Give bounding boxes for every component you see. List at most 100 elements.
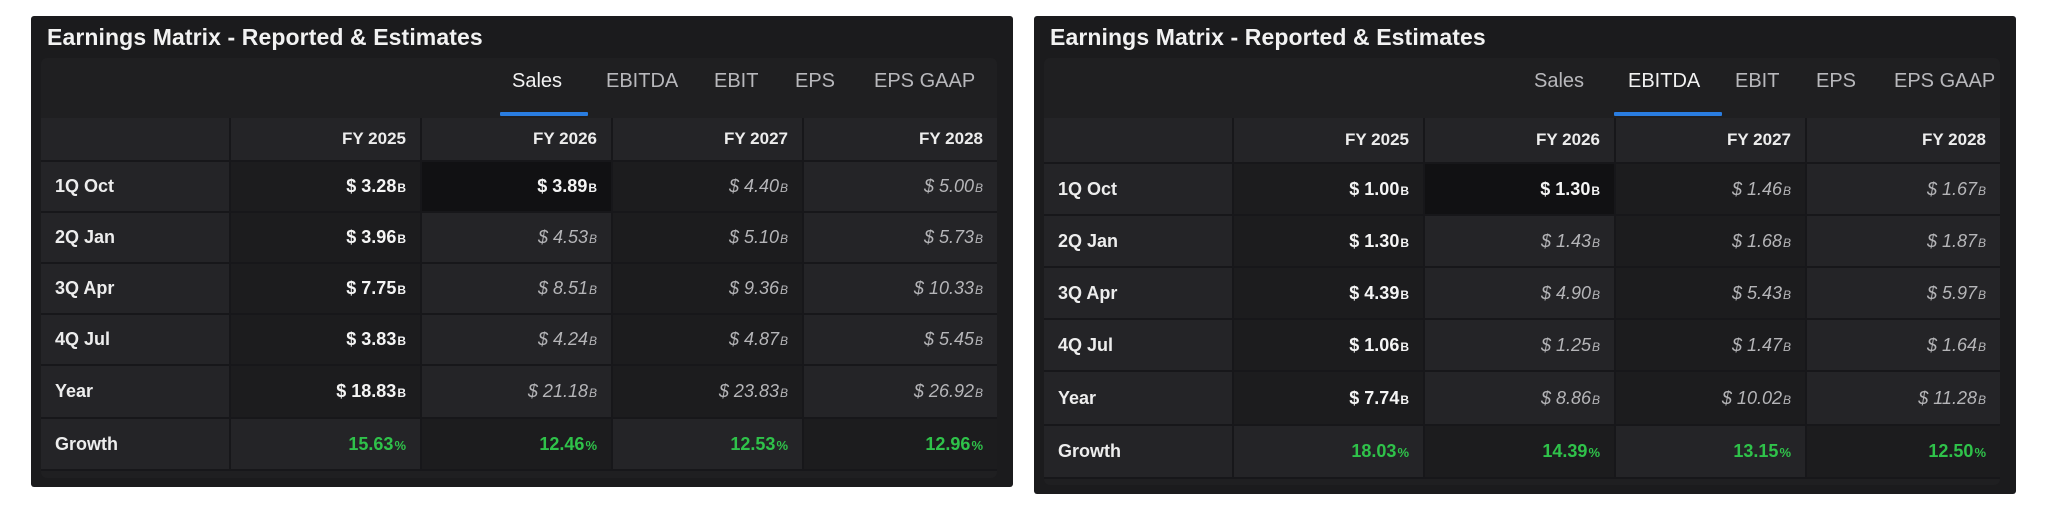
row-label: 3Q Apr	[41, 264, 231, 315]
value-cell: 12.96%	[804, 419, 997, 471]
value-text: $ 10.33	[913, 278, 974, 298]
table-row: 2Q Jan $ 1.30B $ 1.43B $ 1.68B $ 1.87B	[1044, 216, 2000, 268]
unit-suffix: B	[1977, 287, 1986, 302]
value-cell: 15.63%	[231, 419, 422, 471]
earnings-table: FY 2025 FY 2026 FY 2027 FY 2028 1Q Oct $ 1.00…	[1044, 118, 2000, 479]
unit-suffix: B	[588, 232, 597, 246]
unit-suffix: B	[974, 232, 983, 246]
tab-eps-gaap[interactable]: EPS GAAP	[1894, 70, 1996, 92]
column-header: FY 2026	[422, 118, 613, 162]
row-label: Year	[1044, 372, 1234, 426]
unit-suffix: %	[776, 437, 788, 453]
value-text: $ 3.89	[537, 176, 588, 196]
value-text: $ 26.92	[913, 381, 974, 401]
value-text: 13.15	[1733, 441, 1779, 461]
column-header: FY 2028	[1807, 118, 2000, 164]
value-text: $ 1.87	[1926, 230, 1977, 251]
value-text: $ 11.28	[1918, 387, 1977, 408]
value-cell: $ 1.47B	[1616, 320, 1807, 372]
unit-suffix: B	[779, 283, 788, 297]
value-cell: $ 1.67B	[1807, 164, 2000, 216]
value-cell: $ 10.33B	[804, 264, 997, 315]
value-cell: $ 3.89B	[422, 162, 613, 213]
value-text: $ 1.43	[1540, 230, 1591, 251]
row-label: Growth	[1044, 426, 1234, 479]
value-text: $ 1.64	[1926, 334, 1977, 355]
tab-eps[interactable]: EPS	[795, 70, 836, 92]
tab-sales[interactable]: Sales	[512, 70, 563, 92]
value-text: 12.46	[539, 433, 585, 454]
unit-suffix: B	[1591, 392, 1600, 407]
unit-suffix: B	[588, 181, 597, 195]
row-label: 1Q Oct	[1044, 164, 1234, 216]
value-text: $ 23.83	[718, 381, 779, 401]
tab-ebit[interactable]: EBIT	[714, 70, 759, 92]
unit-suffix: B	[588, 386, 597, 400]
row-label: 2Q Jan	[1044, 216, 1234, 268]
value-cell: $ 1.46B	[1616, 164, 1807, 216]
value-text: 18.03	[1351, 441, 1397, 461]
value-cell: $ 3.28B	[231, 162, 422, 213]
value-cell: $ 4.90B	[1425, 268, 1616, 320]
table-row: Growth 18.03% 14.39% 13.15% 12.50%	[1044, 426, 2000, 479]
earnings-table: FY 2025 FY 2026 FY 2027 FY 2028 1Q Oct $ 3.28…	[41, 118, 997, 471]
row-label: Year	[41, 366, 231, 419]
tab-eps-gaap[interactable]: EPS GAAP	[874, 70, 976, 92]
table-row: Year $ 7.74B $ 8.86B $ 10.02B $ 11.28B	[1044, 372, 2000, 426]
value-cell: $ 7.75B	[231, 264, 422, 315]
value-cell: $ 5.10B	[613, 213, 804, 264]
value-text: 14.39	[1542, 441, 1588, 461]
metric-tabs: Sales EBITDA EBIT EPS EPS GAAP	[41, 58, 997, 118]
corner-cell	[41, 118, 231, 162]
table-row: 4Q Jul $ 3.83B $ 4.24B $ 4.87B $ 5.45B	[41, 315, 997, 366]
value-text: $ 5.10	[728, 227, 779, 247]
value-cell: $ 3.96B	[231, 213, 422, 264]
value-text: $ 8.86	[1540, 387, 1591, 408]
unit-suffix: B	[1591, 183, 1600, 198]
unit-suffix: B	[397, 334, 406, 348]
tab-eps[interactable]: EPS	[1816, 70, 1857, 92]
value-text: 12.53	[730, 433, 776, 454]
row-label: 2Q Jan	[41, 213, 231, 264]
tab-ebitda[interactable]: EBITDA	[1628, 70, 1701, 92]
value-text: $ 21.18	[527, 381, 588, 401]
value-cell: $ 4.40B	[613, 162, 804, 213]
column-header: FY 2025	[231, 118, 422, 162]
value-cell: $ 8.86B	[1425, 372, 1616, 426]
value-text: $ 5.73	[923, 227, 974, 247]
value-cell: 12.46%	[422, 419, 613, 471]
value-text: $ 5.45	[923, 329, 974, 349]
value-text: $ 4.53	[537, 227, 588, 247]
value-cell: $ 23.83B	[613, 366, 804, 419]
value-cell: $ 11.28B	[1807, 372, 2000, 426]
value-cell: $ 21.18B	[422, 366, 613, 419]
value-cell: $ 5.73B	[804, 213, 997, 264]
value-cell: 12.50%	[1807, 426, 2000, 479]
value-cell: $ 5.43B	[1616, 268, 1807, 320]
tab-ebitda[interactable]: EBITDA	[606, 70, 679, 92]
unit-suffix: B	[1591, 287, 1600, 302]
unit-suffix: B	[1977, 392, 1986, 407]
value-text: $ 7.75	[346, 278, 397, 298]
tab-ebit[interactable]: EBIT	[1735, 70, 1780, 92]
column-header: FY 2026	[1425, 118, 1616, 164]
metric-tabs: Sales EBITDA EBIT EPS EPS GAAP	[1044, 58, 2000, 118]
unit-suffix: B	[974, 283, 983, 297]
table-row: 2Q Jan $ 3.96B $ 4.53B $ 5.10B $ 5.73B	[41, 213, 997, 264]
unit-suffix: %	[1397, 445, 1409, 460]
value-text: 12.50	[1928, 441, 1974, 461]
unit-suffix: %	[971, 437, 983, 453]
unit-suffix: B	[779, 386, 788, 400]
value-text: $ 1.46	[1731, 178, 1782, 199]
value-cell: $ 1.68B	[1616, 216, 1807, 268]
table-row: Growth 15.63% 12.46% 12.53% 12.96%	[41, 419, 997, 471]
value-text: $ 3.28	[346, 176, 397, 196]
table-row: 3Q Apr $ 7.75B $ 8.51B $ 9.36B $ 10.33B	[41, 264, 997, 315]
tab-sales[interactable]: Sales	[1534, 70, 1585, 92]
unit-suffix: B	[1400, 392, 1409, 407]
unit-suffix: B	[588, 283, 597, 297]
value-cell: $ 1.64B	[1807, 320, 2000, 372]
unit-suffix: B	[1591, 235, 1600, 250]
value-text: $ 1.06	[1349, 334, 1400, 355]
column-header: FY 2027	[613, 118, 804, 162]
